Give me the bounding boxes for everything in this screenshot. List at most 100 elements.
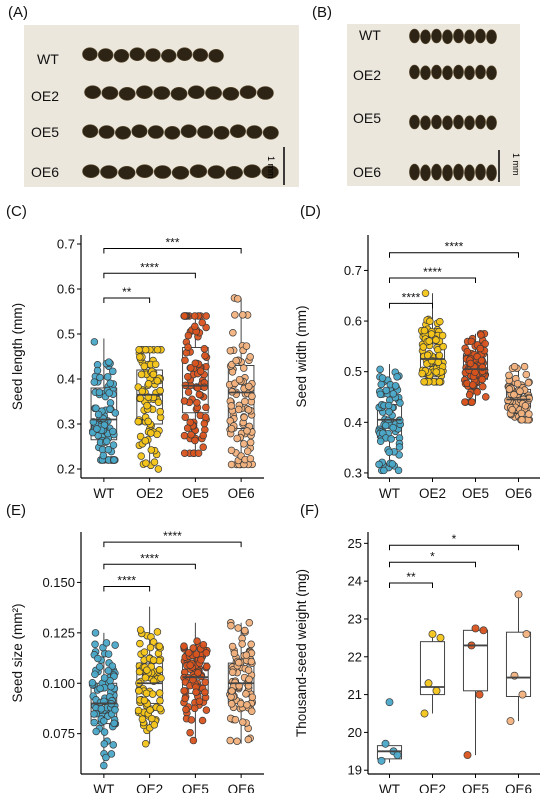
data-point-oe6 xyxy=(227,700,236,708)
data-point-oe6 xyxy=(514,590,523,599)
data-point-wt xyxy=(93,425,101,433)
photo-b-seed xyxy=(420,65,431,81)
photo-a-row-label-oe2: OE2 xyxy=(31,88,60,104)
data-point-oe5 xyxy=(191,359,200,368)
data-point-oe5 xyxy=(187,716,196,724)
data-point-oe5 xyxy=(184,373,192,381)
x-tick-label: OE6 xyxy=(505,782,532,793)
data-point-oe6 xyxy=(248,707,256,715)
significance-label: * xyxy=(430,549,435,563)
data-point-oe2 xyxy=(154,465,163,473)
chart-panel-d: (D) 0.3 0.4 0.5 0.6 0.7 Seed width (mm) WT OE2 OE… xyxy=(294,203,540,501)
data-point-oe5 xyxy=(192,688,200,696)
significance-label: ** xyxy=(406,570,416,584)
data-point-wt xyxy=(100,728,109,736)
data-point-oe6 xyxy=(516,387,524,395)
data-point-oe2 xyxy=(147,446,156,454)
photo-a-seed xyxy=(187,85,205,99)
data-point-oe2 xyxy=(141,346,150,354)
data-point-oe6 xyxy=(230,649,239,658)
data-point-oe2 xyxy=(135,346,143,354)
data-point-oe5 xyxy=(463,347,472,356)
photo-a-seed xyxy=(129,47,145,62)
data-point-oe5 xyxy=(180,431,189,440)
data-point-oe6 xyxy=(517,409,526,418)
data-point-wt xyxy=(103,437,111,446)
data-point-oe5 xyxy=(181,356,189,365)
data-point-oe5 xyxy=(199,443,207,451)
data-point-wt xyxy=(106,379,114,388)
y-tick-label: 25 xyxy=(348,536,362,551)
data-point-oe5 xyxy=(183,424,192,432)
photo-a-seed xyxy=(118,87,136,101)
photo-a-seed xyxy=(205,86,222,100)
data-point-oe2 xyxy=(137,452,145,460)
data-point-oe6 xyxy=(242,690,250,698)
y-axis-label: Thousand-seed weight (mg) xyxy=(294,569,309,737)
data-point-oe5 xyxy=(475,690,484,699)
data-point-wt xyxy=(387,435,395,443)
data-point-oe5 xyxy=(180,397,189,405)
data-point-oe6 xyxy=(243,427,251,435)
data-point-oe2 xyxy=(136,432,145,441)
data-point-oe5 xyxy=(202,312,210,320)
data-point-wt xyxy=(376,365,384,374)
data-point-oe6 xyxy=(247,640,255,649)
data-point-wt xyxy=(100,674,109,682)
x-tick-label: OE5 xyxy=(462,486,489,501)
significance-label: **** xyxy=(140,551,159,565)
data-point-oe6 xyxy=(242,651,251,659)
data-point-wt xyxy=(108,662,117,670)
photo-b-seed xyxy=(486,29,497,45)
data-point-wt xyxy=(97,705,106,713)
data-point-oe2 xyxy=(135,687,143,695)
data-point-oe6 xyxy=(513,379,522,388)
data-point-oe6 xyxy=(235,405,243,414)
data-point-oe6 xyxy=(226,346,235,355)
data-point-oe5 xyxy=(186,728,194,737)
box-oe2 xyxy=(419,641,446,696)
photo-b-seed xyxy=(464,164,475,182)
data-point-oe6 xyxy=(243,447,252,455)
data-point-oe2 xyxy=(426,317,434,326)
data-point-wt xyxy=(103,373,112,381)
data-point-oe5 xyxy=(465,391,474,399)
data-point-oe6 xyxy=(226,417,234,425)
data-point-oe2 xyxy=(141,437,150,445)
seed-rows-b xyxy=(409,28,500,182)
data-point-wt xyxy=(90,338,99,346)
data-point-oe5 xyxy=(180,449,189,458)
data-point-oe2 xyxy=(436,317,444,326)
data-point-wt xyxy=(102,639,111,647)
data-point-oe2 xyxy=(141,673,150,682)
data-point-oe2 xyxy=(146,643,155,652)
chart-panel-f: (F) 19 20 21 22 23 24 25 Thousand-seed weight (m… xyxy=(294,502,540,793)
photo-a-seed xyxy=(170,87,188,101)
data-point-wt xyxy=(95,663,104,671)
y-tick-label: 0.4 xyxy=(57,372,75,387)
data-point-oe2 xyxy=(435,378,444,386)
data-point-oe5 xyxy=(201,351,209,360)
data-point-wt xyxy=(391,382,400,390)
data-point-oe2 xyxy=(134,417,142,426)
data-point-oe5 xyxy=(463,751,472,760)
x-tick-label: WT xyxy=(379,782,400,793)
data-point-oe2 xyxy=(150,721,159,729)
significance-bracket xyxy=(103,585,151,592)
data-point-oe2 xyxy=(146,706,154,714)
y-tick-label: 0.2 xyxy=(57,462,75,477)
data-point-oe5 xyxy=(187,364,195,372)
photo-a-seed xyxy=(164,126,181,140)
data-point-oe5 xyxy=(182,705,190,714)
data-point-wt xyxy=(106,405,114,413)
photo-a-seed xyxy=(189,164,208,178)
data-point-wt xyxy=(91,670,99,678)
photo-b-seed xyxy=(464,65,475,81)
data-point-oe6 xyxy=(510,390,518,399)
data-point-oe6 xyxy=(525,410,533,418)
y-tick-label: 21 xyxy=(348,687,362,702)
photo-b-seed xyxy=(475,28,486,44)
data-point-oe5 xyxy=(201,678,209,686)
data-point-oe5 xyxy=(186,661,194,669)
